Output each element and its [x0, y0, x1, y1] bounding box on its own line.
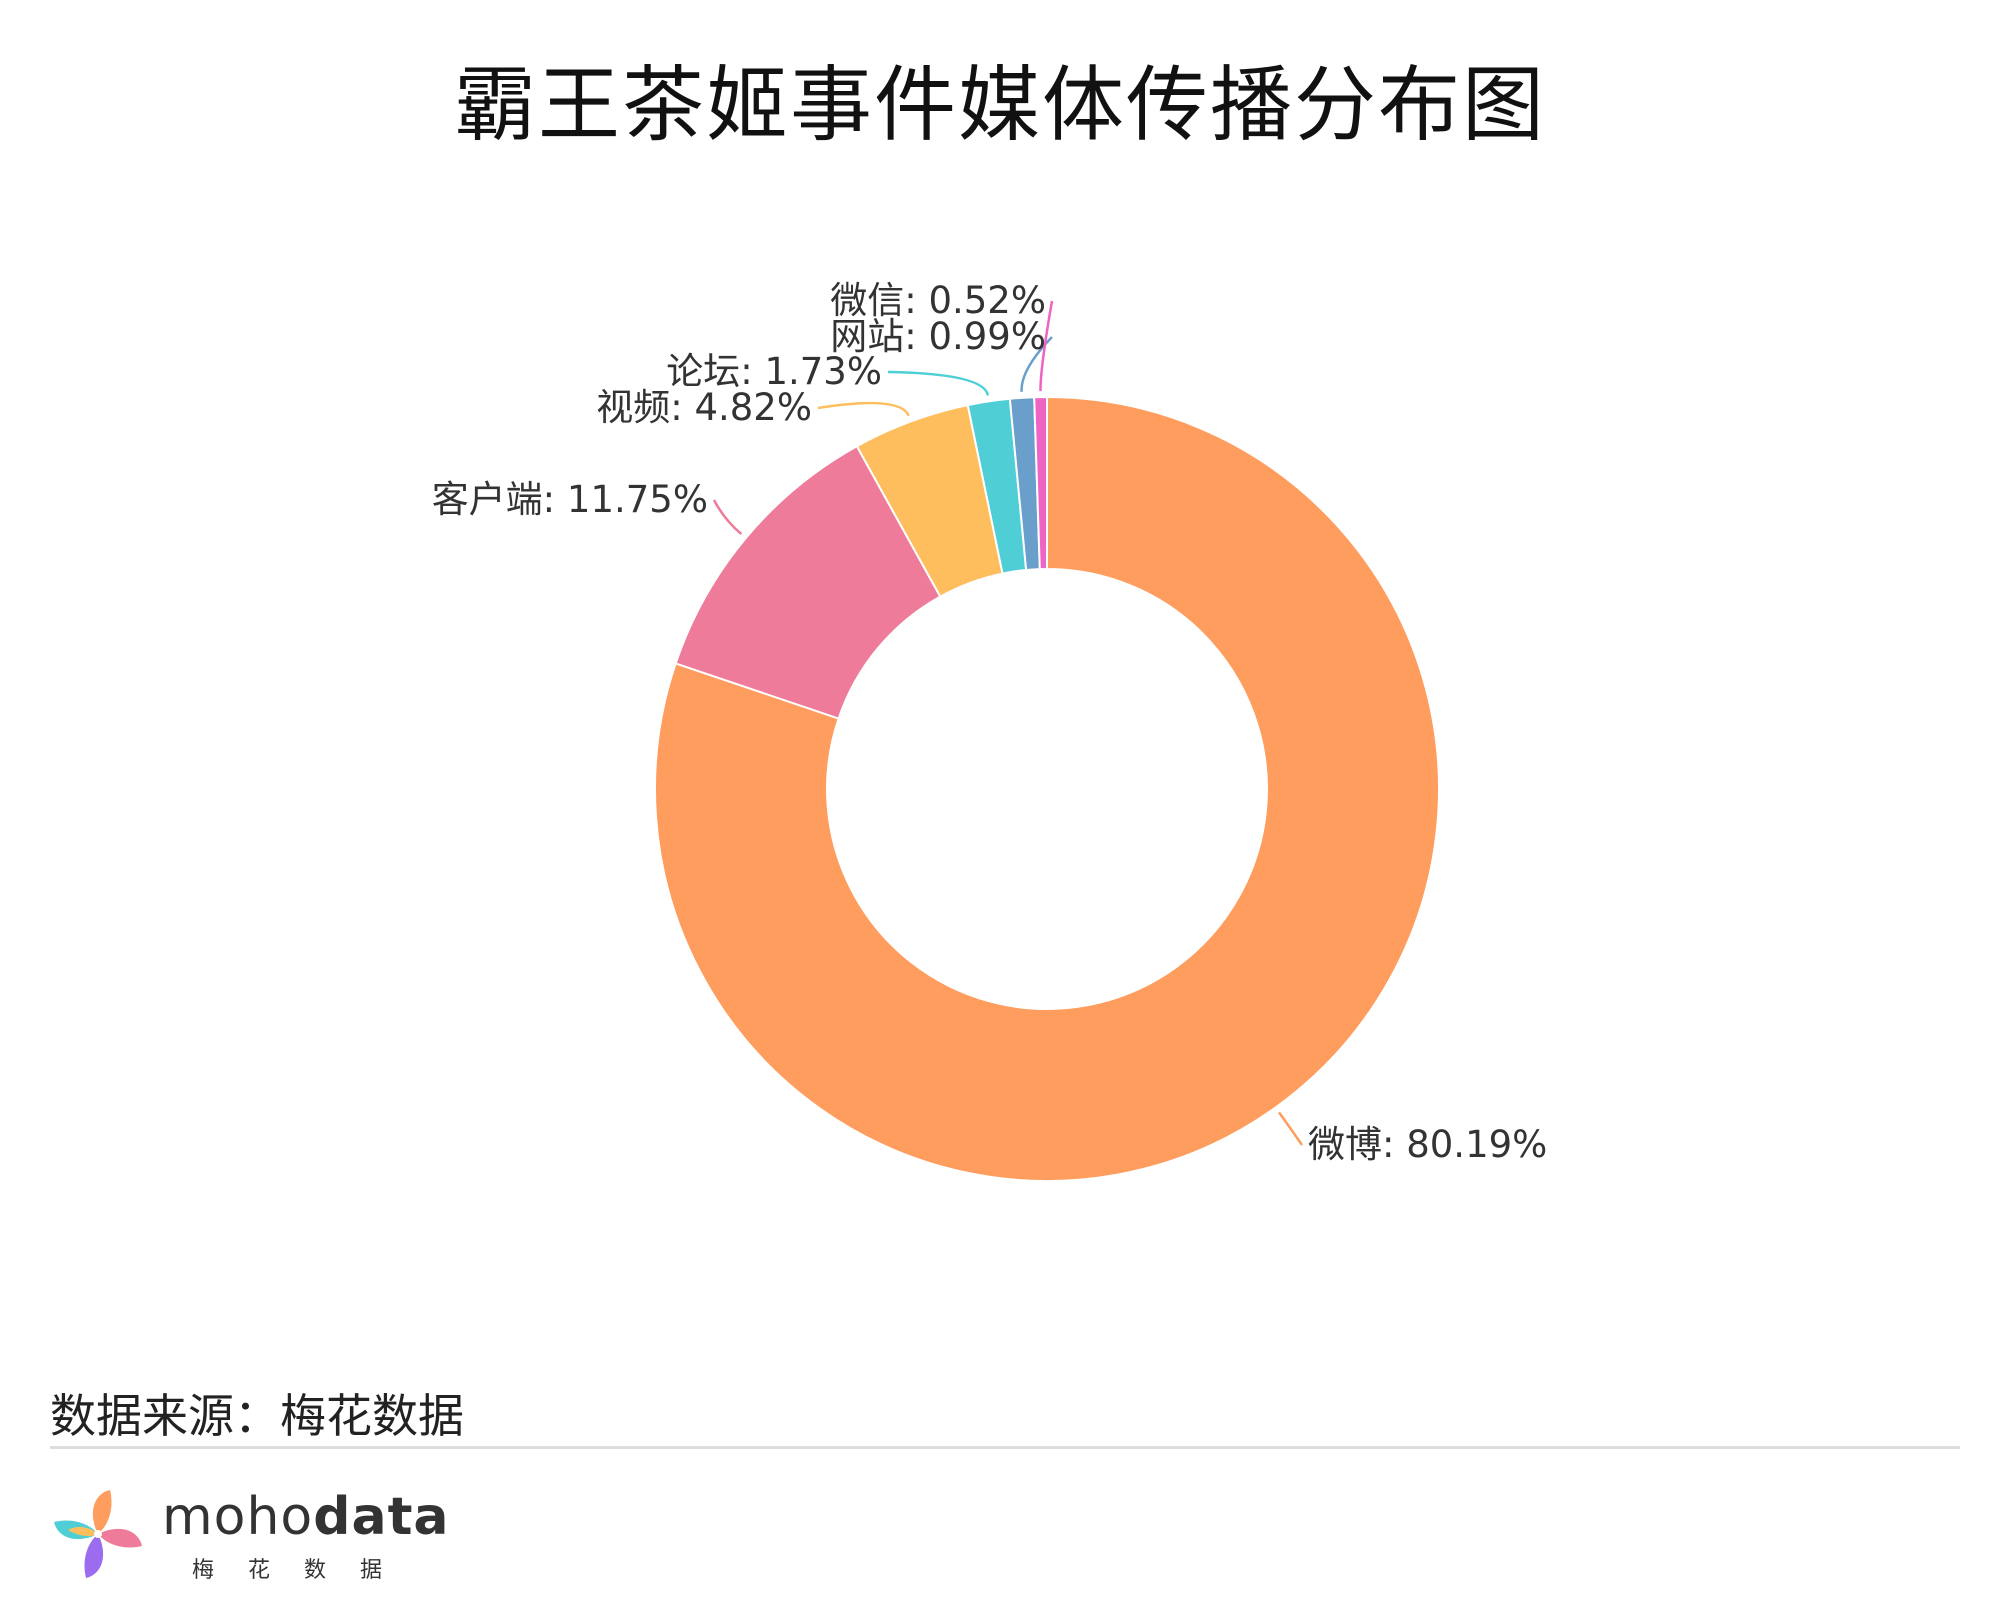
leader-line-微博: [1277, 1111, 1304, 1146]
label-leader-lines: [712, 300, 1304, 1146]
slice-label-客户端: 客户端: 11.75%: [432, 478, 708, 521]
slice-label-视频: 视频: 4.82%: [596, 386, 812, 429]
slice-微信: [1033, 395, 1048, 571]
slice-label-论坛: 论坛: 1.73%: [666, 350, 882, 393]
slice-labels: 微博: 80.19% 客户端: 11.75% 视频: 4.82%论坛: 1.73%网…: [432, 279, 1548, 1166]
brand-subtitle: 梅花数据: [192, 1558, 417, 1583]
slice-label-微信: 微信: 0.52%: [830, 279, 1046, 322]
footer-divider: [50, 1446, 1960, 1449]
brand-wordmark-bold: data: [313, 1487, 450, 1547]
leader-line-客户端: [712, 499, 743, 536]
slice-微博: [654, 395, 1440, 1182]
data-source-note: 数据来源：梅花数据: [50, 1389, 464, 1443]
donut-slices: [654, 395, 1440, 1182]
leader-line-视频: [817, 401, 910, 417]
chart-title: 霸王茶姬事件媒体传播分布图: [453, 58, 1546, 153]
brand-wordmark-light: moho: [162, 1487, 314, 1547]
donut-chart: 微博: 80.19% 客户端: 11.75% 视频: 4.82%论坛: 1.73%网…: [432, 279, 1548, 1182]
slice-label-微博: 微博: 80.19%: [1308, 1123, 1547, 1166]
leader-line-论坛: [887, 370, 990, 396]
brand-wordmark: mohodata: [162, 1487, 450, 1547]
slice-label-网站: 网站: 0.99%: [830, 315, 1046, 358]
mohodata-pinwheel-logo: [54, 1490, 142, 1578]
leader-line-微信: [1039, 300, 1054, 392]
